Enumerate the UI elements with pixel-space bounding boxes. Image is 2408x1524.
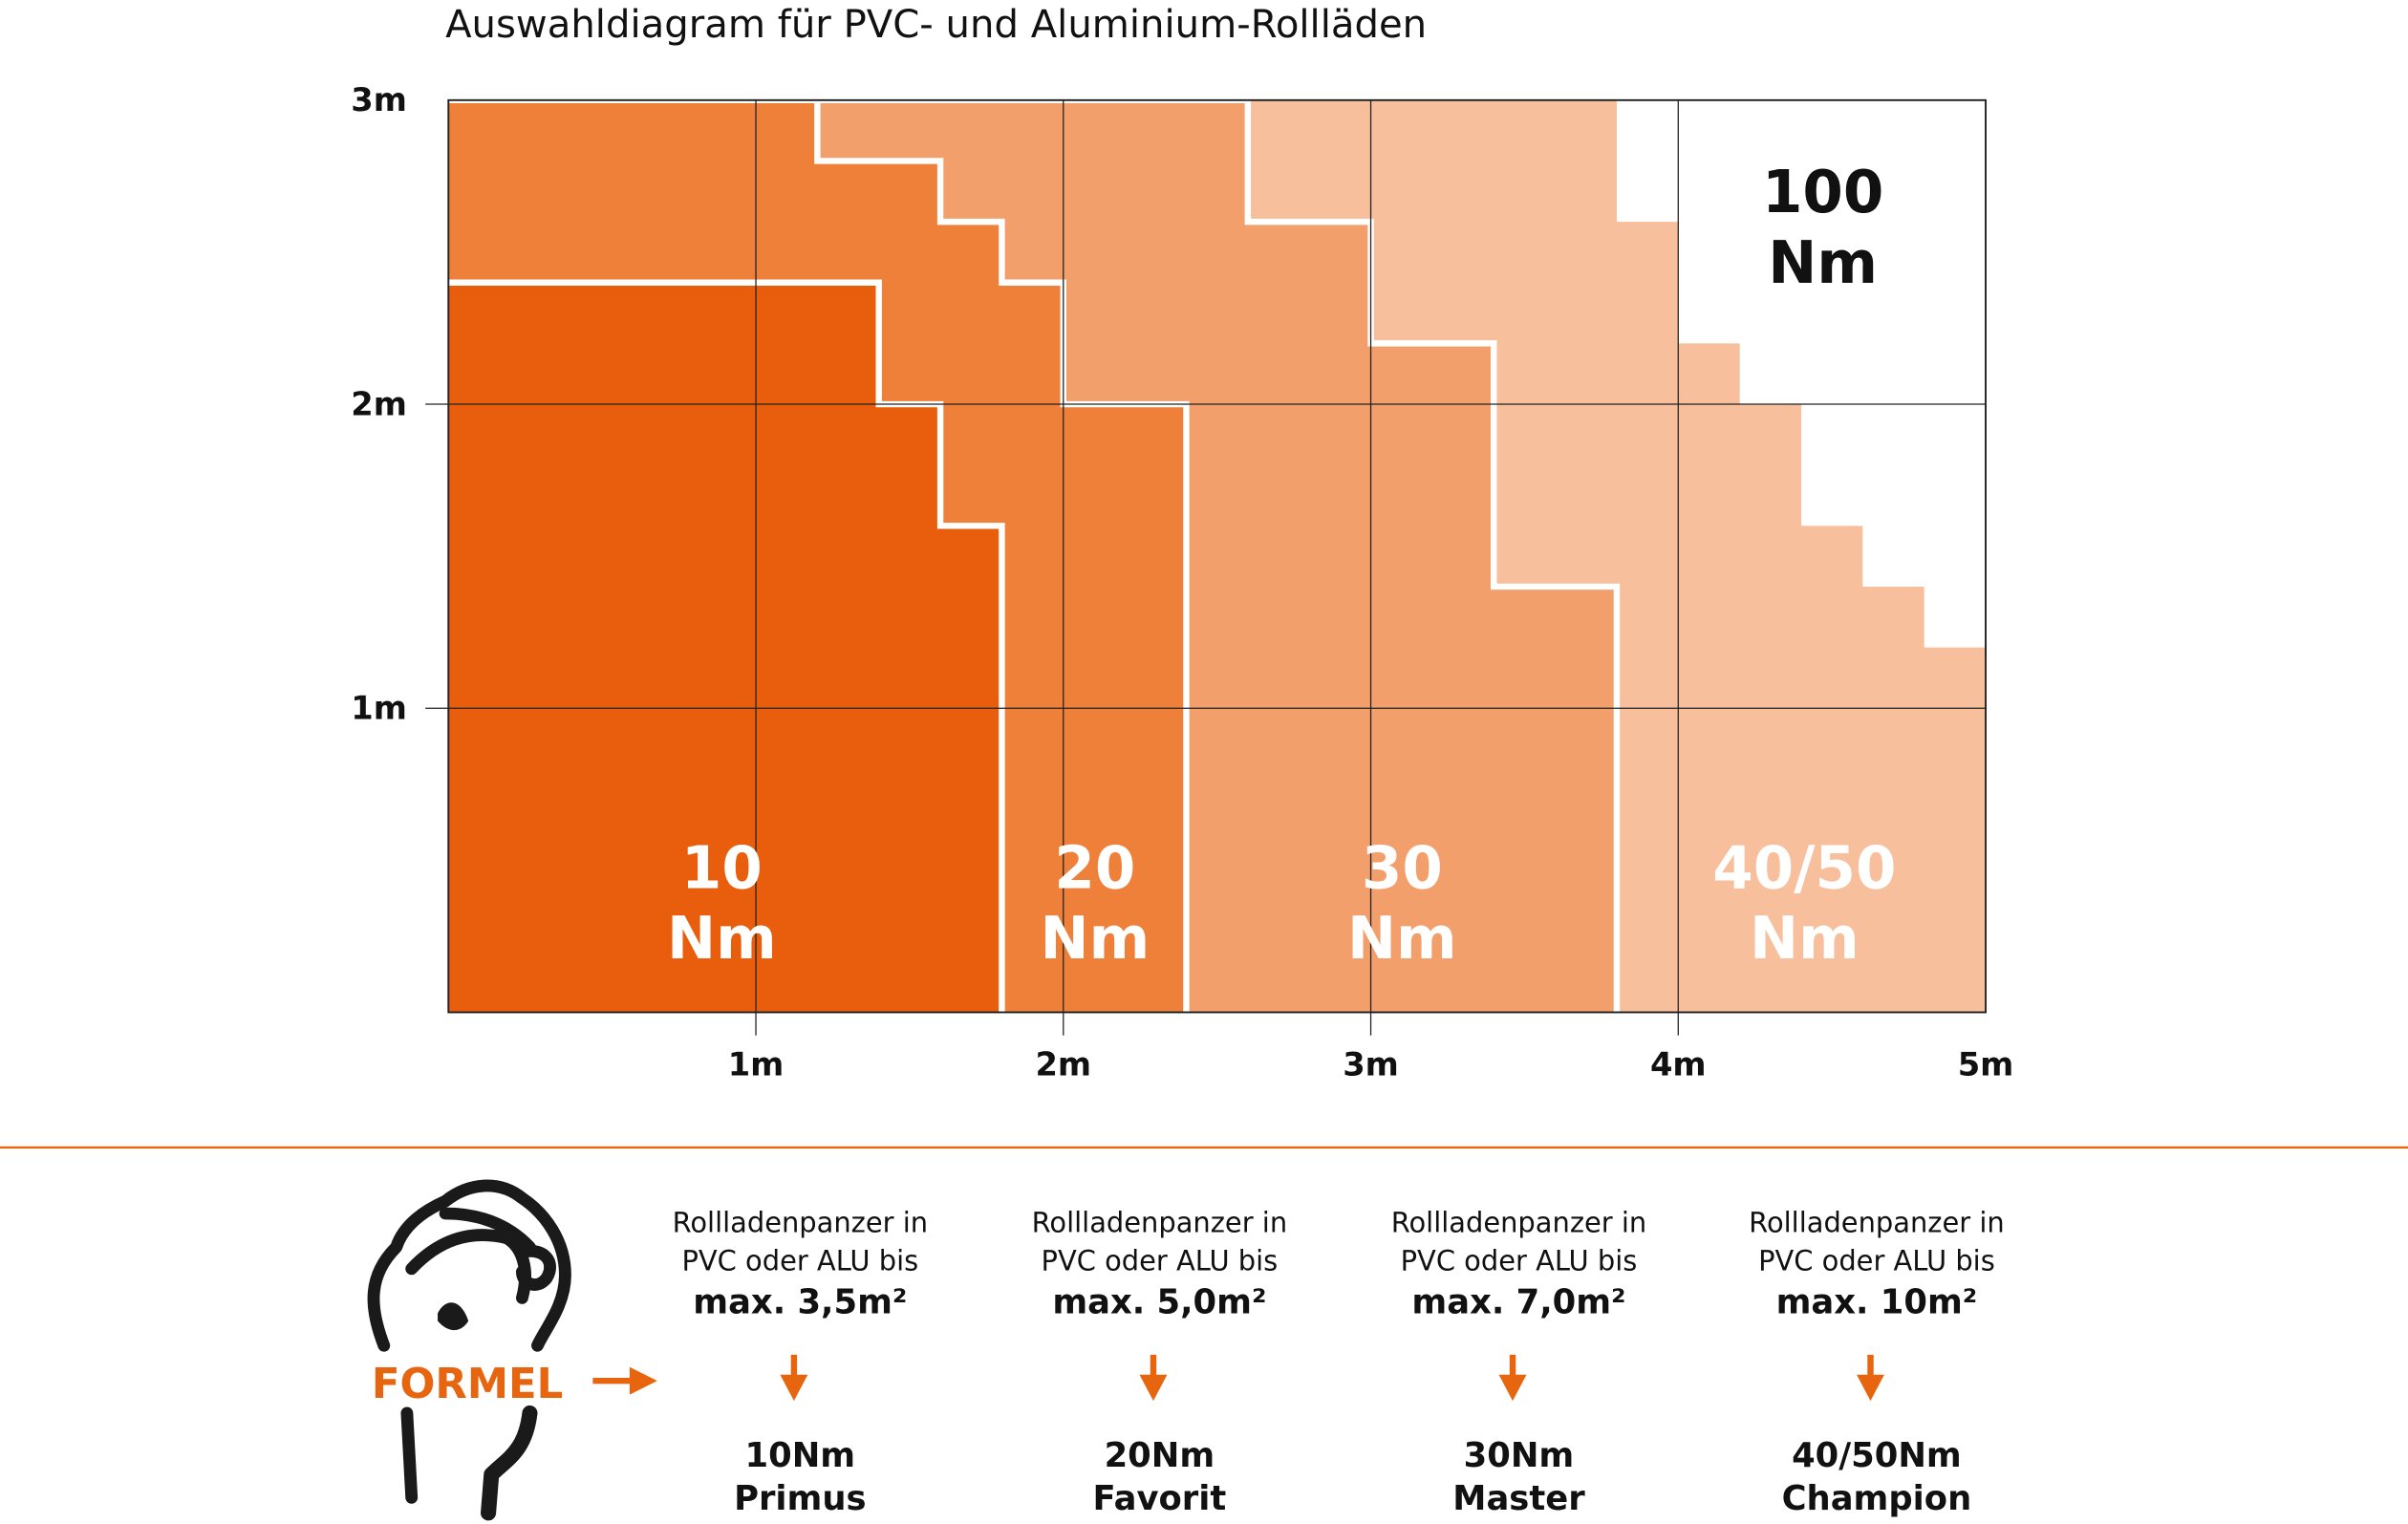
arrow-down-icon [780,1354,808,1402]
description-line: Rollladenpanzer in [1391,1206,1647,1238]
torque-value: 20Nm [1105,1436,1215,1475]
logo-text: FORMEL [372,1361,563,1408]
grid [425,98,1987,1036]
model-name: Favorit [1093,1479,1227,1518]
chart-title: Auswahldiagram für PVC- und Aluminium-Ro… [445,3,1427,47]
x-tick-label: 4m [1650,1045,1707,1083]
region-label-value: 10 [681,834,763,902]
x-tick-label: 3m [1343,1045,1399,1083]
region-label-unit: Nm [667,905,777,973]
fist-thumb-icon [438,1302,469,1331]
description-line: PVC oder ALU bis [1401,1244,1638,1277]
product-column: Rollladenpanzer in PVC oder ALU bis max. 7… [1391,1206,1647,1518]
product-column: Rollladenpanzer in PVC oder ALU bis max. 5… [1032,1206,1288,1518]
region-10nm [448,282,1002,1013]
description-line: PVC oder ALU bis [681,1244,918,1277]
y-tick-label: 3m [351,81,407,118]
tick-labels: 1m 2m 3m 4m 5m 1m 2m 3m [351,81,2013,1083]
arrow-right-icon [592,1366,657,1395]
x-tick-label: 5m [1958,1045,2014,1083]
x-tick-label: 2m [1035,1045,1091,1083]
region-label-unit: Nm [1768,229,1878,297]
region-label-unit: Nm [1347,905,1457,973]
product-column: Rollladenpanzer in PVC oder ALU bis max. 3… [673,1206,929,1518]
region-label-unit: Nm [1750,905,1860,973]
plot-frame [447,98,1987,1014]
torque-value: 10Nm [745,1436,856,1475]
description-line: Rollladenpanzer in [673,1206,929,1238]
model-name: Master [1452,1479,1585,1518]
region-label-value: 30 [1362,834,1443,902]
description-line: Rollladenpanzer in [1749,1206,2005,1238]
regions [448,97,1987,1013]
product-column: Rollladenpanzer in PVC oder ALU bis max. 1… [1749,1206,2005,1518]
x-tick-label: 1m [728,1045,785,1083]
torque-value: 40/50Nm [1792,1436,1962,1475]
max-area: max. 5,0m² [1052,1282,1266,1321]
y-tick-label: 1m [351,690,407,727]
model-name: Champion [1782,1479,1972,1518]
arrow-down-icon [1857,1354,1884,1402]
arrow-down-icon [1139,1354,1168,1402]
description-line: PVC oder ALU bis [1758,1244,1995,1277]
arrow-down-icon [1498,1354,1527,1402]
description-line: PVC oder ALU bis [1042,1244,1279,1277]
max-area: max. 3,5m² [693,1282,907,1321]
description-line: Rollladenpanzer in [1032,1206,1288,1238]
region-label-value: 20 [1054,834,1135,902]
region-label-unit: Nm [1041,905,1150,973]
max-area: max. 7,0m² [1411,1282,1625,1321]
max-area: max. 10m² [1776,1282,1978,1321]
region-label-value: 100 [1762,159,1883,226]
torque-value: 30Nm [1464,1436,1575,1475]
y-tick-label: 2m [351,385,407,422]
region-label-value: 40/50 [1712,834,1896,902]
model-name: Primus [734,1479,866,1518]
fist-logo [367,1179,571,1521]
